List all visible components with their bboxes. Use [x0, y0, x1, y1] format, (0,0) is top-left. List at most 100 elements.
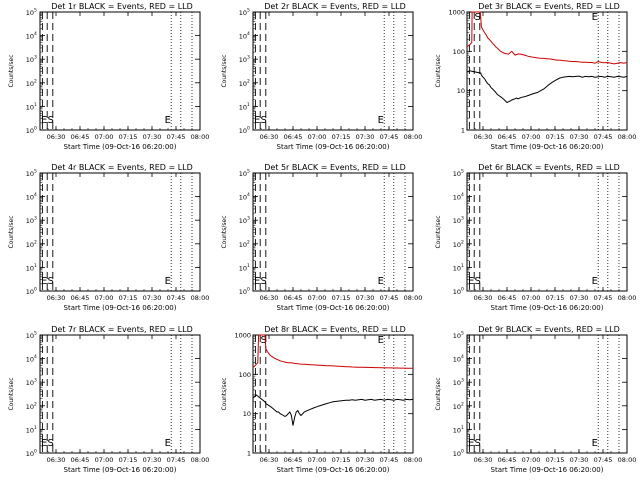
plot-frame: [466, 11, 628, 131]
x-tick-label: 08:00: [404, 294, 423, 302]
y-tick-label: 10: [453, 332, 461, 340]
y-tick-exponent: 1: [34, 102, 37, 108]
y-tick-label: 10: [243, 410, 251, 418]
x-tick-label: 06:30: [260, 456, 279, 464]
y-tick-exponent: 1: [461, 263, 464, 269]
start-marker: S: [261, 115, 267, 126]
x-axis-label: Start Time (09-Oct-16 06:20:00): [64, 143, 177, 151]
end-marker: E: [378, 335, 384, 346]
end-marker: E: [592, 438, 598, 449]
x-tick-label: 07:45: [380, 133, 399, 141]
detector-panel-7: Det 7r BLACK = Events, RED = LLD Counts/s…: [8, 325, 209, 474]
panel-title: Det 8r BLACK = Events, RED = LLD: [264, 325, 406, 334]
y-tick-exponent: 4: [34, 192, 37, 198]
x-tick-label: 07:00: [522, 294, 541, 302]
y-tick-label: 10: [453, 403, 461, 411]
x-axis-label: Start Time (09-Oct-16 06:20:00): [64, 466, 177, 474]
plot-frame: [252, 334, 414, 454]
x-tick-label: 07:30: [143, 294, 162, 302]
x-tick-label: 06:45: [71, 294, 90, 302]
x-tick-label: 07:45: [380, 294, 399, 302]
y-tick-exponent: 4: [34, 31, 37, 37]
y-tick-label: 10: [453, 264, 461, 272]
y-tick-exponent: 2: [247, 239, 250, 245]
y-tick-label: 1000: [448, 9, 465, 17]
y-axis-label: Counts/sec: [8, 377, 15, 410]
y-tick-label: 10: [453, 379, 461, 387]
panel-title: Det 3r BLACK = Events, RED = LLD: [478, 2, 620, 11]
y-tick-exponent: 2: [34, 239, 37, 245]
y-tick-label: 10: [239, 194, 247, 202]
x-tick-label: 06:30: [47, 294, 66, 302]
y-tick-label: 10: [239, 217, 247, 225]
y-tick-label: 10: [239, 288, 247, 296]
detector-panel-8: Det 8r BLACK = Events, RED = LLD Counts/s…: [221, 325, 422, 474]
x-tick-label: 08:00: [191, 133, 210, 141]
detector-panel-9: Det 9r BLACK = Events, RED = LLD Counts/s…: [435, 325, 636, 474]
left-marker: E: [254, 276, 260, 287]
x-tick-label: 07:30: [570, 294, 589, 302]
panel-title: Det 1r BLACK = Events, RED = LLD: [51, 2, 193, 11]
plot-frame: [252, 11, 414, 131]
detector-panel-2: Det 2r BLACK = Events, RED = LLD Counts/s…: [221, 2, 422, 151]
end-marker: E: [378, 276, 384, 287]
y-tick-label: 10: [26, 241, 34, 249]
x-tick-label: 08:00: [618, 133, 637, 141]
x-tick-label: 08:00: [618, 456, 637, 464]
y-tick-label: 100: [239, 371, 251, 379]
x-tick-label: 08:00: [404, 133, 423, 141]
y-axis-label: Counts/sec: [221, 377, 228, 410]
x-tick-label: 07:30: [356, 294, 375, 302]
y-tick-label: 10: [26, 288, 34, 296]
y-tick-label: 10: [453, 217, 461, 225]
y-tick-label: 10: [26, 332, 34, 340]
y-tick-label: 10: [453, 426, 461, 434]
y-axis-label: Counts/sec: [435, 54, 442, 87]
y-tick-label: 10: [26, 403, 34, 411]
plot-frame: [466, 334, 628, 454]
x-tick-label: 07:30: [143, 133, 162, 141]
x-tick-label: 07:00: [308, 294, 327, 302]
y-tick-exponent: 3: [461, 216, 464, 222]
y-tick-exponent: 4: [247, 31, 250, 37]
y-tick-exponent: 0: [34, 287, 37, 293]
y-tick-label: 10: [26, 356, 34, 364]
y-tick-label: 10: [26, 127, 34, 135]
x-tick-label: 07:45: [167, 133, 186, 141]
x-tick-label: 07:45: [167, 456, 186, 464]
y-tick-exponent: 5: [34, 169, 37, 175]
start-marker: S: [475, 438, 481, 449]
start-marker: S: [48, 438, 54, 449]
x-tick-label: 07:30: [143, 456, 162, 464]
x-tick-label: 07:15: [119, 133, 138, 141]
detector-panel-1: Det 1r BLACK = Events, RED = LLD Counts/s…: [8, 2, 209, 151]
x-axis-label: Start Time (09-Oct-16 06:20:00): [277, 466, 390, 474]
y-tick-exponent: 4: [247, 192, 250, 198]
y-tick-exponent: 1: [34, 263, 37, 269]
x-tick-label: 06:30: [474, 456, 493, 464]
y-tick-label: 1: [247, 450, 251, 458]
x-tick-label: 07:15: [546, 294, 565, 302]
y-tick-label: 10: [26, 56, 34, 64]
x-tick-label: 08:00: [191, 456, 210, 464]
y-tick-label: 10: [26, 170, 34, 178]
start-marker: S: [48, 276, 54, 287]
end-marker: E: [592, 276, 598, 287]
x-tick-label: 06:45: [284, 456, 303, 464]
y-tick-label: 1: [461, 127, 465, 135]
detector-panel-4: Det 4r BLACK = Events, RED = LLD Counts/s…: [8, 163, 209, 312]
y-tick-exponent: 5: [461, 169, 464, 175]
y-tick-exponent: 2: [461, 401, 464, 407]
left-marker: E: [468, 276, 474, 287]
y-axis-label: Counts/sec: [221, 215, 228, 248]
y-tick-exponent: 3: [34, 216, 37, 222]
y-tick-exponent: 3: [34, 378, 37, 384]
x-axis-label: Start Time (09-Oct-16 06:20:00): [277, 143, 390, 151]
y-tick-label: 10: [26, 379, 34, 387]
series-line-events: [466, 70, 628, 104]
x-tick-label: 06:30: [260, 294, 279, 302]
left-marker: E: [468, 438, 474, 449]
x-axis-label: Start Time (09-Oct-16 06:20:00): [491, 466, 604, 474]
y-tick-exponent: 2: [461, 239, 464, 245]
x-tick-label: 07:00: [95, 294, 114, 302]
